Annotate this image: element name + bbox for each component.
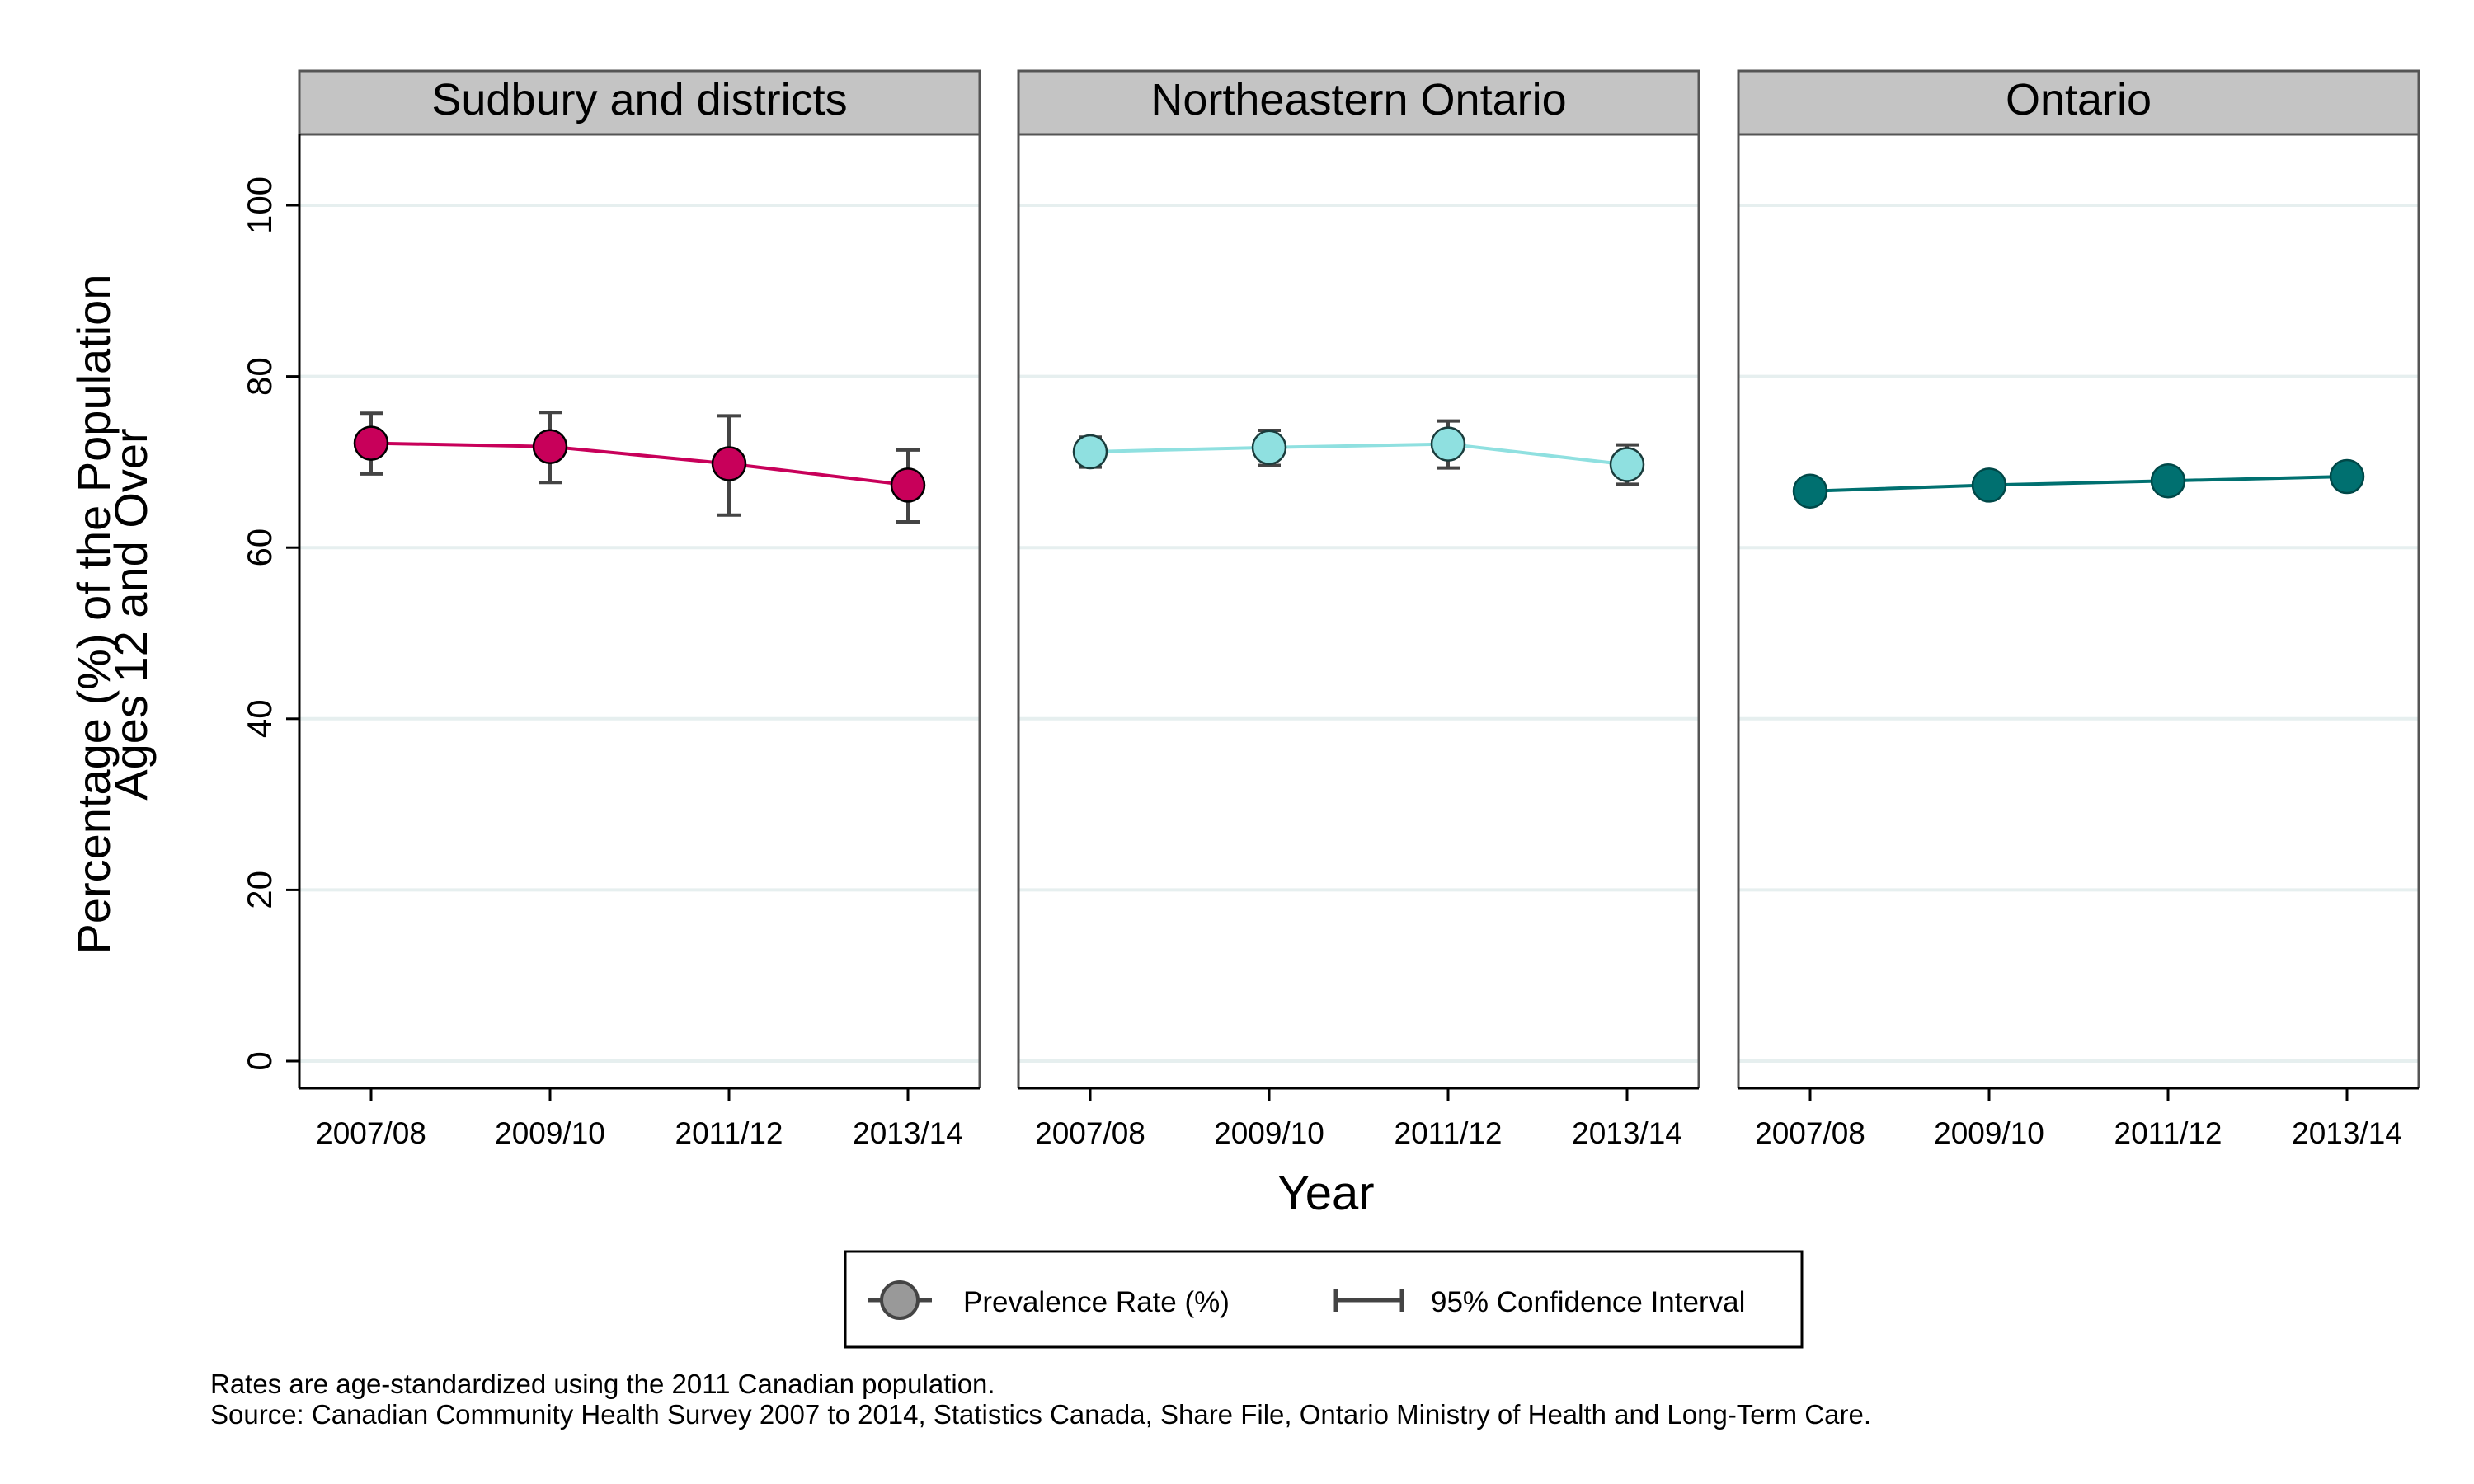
x-tick-label: 2013/14 (2292, 1116, 2402, 1150)
legend-item-confidence-interval: 95% Confidence Interval (1431, 1286, 1745, 1318)
panel-title: Northeastern Ontario (1150, 75, 1566, 124)
x-tick-label: 2011/12 (2114, 1116, 2222, 1150)
data-point (1792, 473, 1828, 509)
data-point (2329, 458, 2365, 495)
data-point (2150, 463, 2186, 499)
panel-title-strip (1737, 69, 2420, 136)
data-point (1430, 426, 1466, 462)
panel-plot-area (1738, 134, 2419, 1088)
series-line (370, 441, 909, 487)
note-age-standardized: Rates are age-standardized using the 201… (210, 1369, 995, 1399)
panel-plot-area (1018, 134, 1699, 1088)
series-line (1809, 475, 2348, 493)
legend: Prevalence Rate (%) 95% Confidence Inter… (844, 1250, 1804, 1349)
panel-3: Ontario 2007/08 2009/10 2011/12 2013/14 (1737, 69, 2420, 1150)
data-point (1971, 467, 2007, 503)
x-tick-label: 2011/12 (1395, 1116, 1503, 1150)
data-point (1609, 447, 1645, 482)
x-tick-label: 2009/10 (1214, 1116, 1324, 1150)
data-point (1072, 434, 1108, 470)
data-point (1251, 430, 1287, 466)
panel-1: Sudbury and districts 0 20 40 60 80 100 2007/08… (240, 69, 981, 1150)
chart-panels: Sudbury and districts 0 20 40 60 80 100 2007/08… (240, 69, 2420, 1150)
y-tick-label: 40 (240, 699, 279, 738)
x-tick-label: 2011/12 (675, 1116, 783, 1150)
panel-title-strip (298, 69, 981, 136)
y-tick-label: 100 (240, 176, 279, 234)
y-tick-label: 20 (240, 871, 279, 909)
data-point (353, 425, 389, 461)
panel-plot-area (299, 134, 980, 1088)
series-line (1089, 442, 1628, 467)
x-tick-label: 2009/10 (495, 1116, 605, 1150)
legend-marker-icon (880, 1280, 920, 1320)
y-axis-label-line2: Ages 12 and Over (105, 428, 157, 800)
legend-item-prevalence: Prevalence Rate (%) (963, 1286, 1230, 1318)
panel-title-strip (1017, 69, 1700, 136)
x-tick-label: 2007/08 (316, 1116, 426, 1150)
x-tick-label: 2007/08 (1035, 1116, 1145, 1150)
y-tick-label: 0 (240, 1051, 279, 1070)
panel-title: Sudbury and districts (431, 75, 847, 124)
x-tick-label: 2007/08 (1755, 1116, 1865, 1150)
legend-box (844, 1250, 1804, 1349)
x-axis-label: Year (1277, 1167, 1374, 1220)
x-tick-label: 2013/14 (1572, 1116, 1682, 1150)
data-point (532, 429, 568, 464)
x-tick-label: 2013/14 (853, 1116, 963, 1150)
y-tick-label: 60 (240, 528, 279, 567)
data-point (890, 467, 926, 503)
y-axis-label-line1: Percentage (%) of the Population (68, 275, 120, 955)
x-tick-label: 2009/10 (1934, 1116, 2044, 1150)
panel-2: Northeastern Ontario 2007/08 2009/10 2011/1… (1017, 69, 1700, 1150)
panel-title: Ontario (2006, 75, 2152, 124)
note-source: Source: Canadian Community Health Survey… (210, 1399, 1871, 1430)
y-tick-label: 80 (240, 357, 279, 396)
data-point (711, 446, 747, 481)
